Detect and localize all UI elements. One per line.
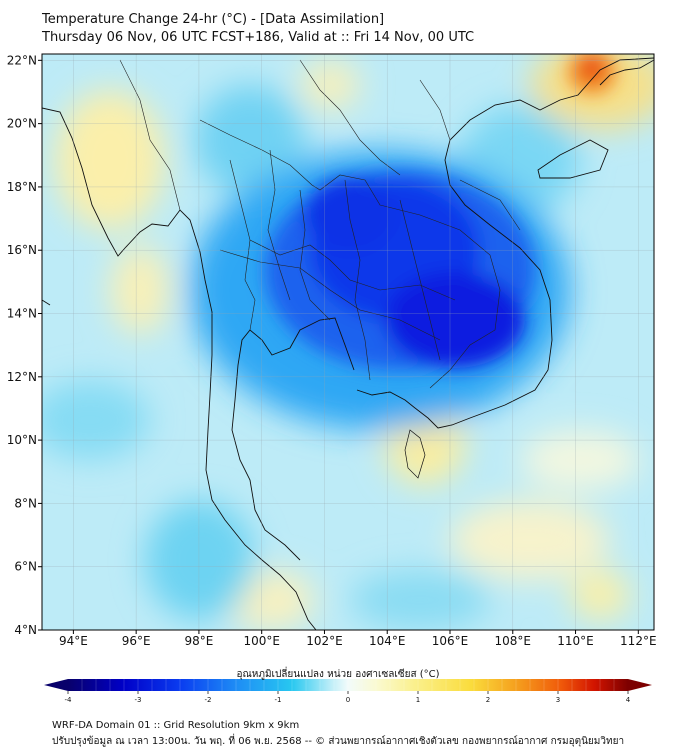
model-info: WRF-DA Domain 01 :: Grid Resolution 9km … bbox=[52, 720, 300, 731]
colorbar-tick-label: 1 bbox=[416, 696, 420, 704]
map-subtitle: Thursday 06 Nov, 06 UTC FCST+186, Valid … bbox=[42, 30, 475, 45]
colorbar-label: อุณหภูมิเปลี่ยนแปลง หน่วย องศาเซลเซียส (… bbox=[236, 669, 440, 680]
lon-tick-label: 106°E bbox=[432, 634, 469, 648]
lat-tick-label: 12°N bbox=[7, 370, 37, 384]
lat-tick-label: 14°N bbox=[7, 307, 37, 321]
colorbar-min-arrow bbox=[44, 679, 68, 691]
lon-tick-label: 96°E bbox=[122, 634, 151, 648]
lon-tick-label: 94°E bbox=[59, 634, 88, 648]
lat-tick-label: 10°N bbox=[7, 433, 37, 447]
credit-line: ปรับปรุงข้อมูล ณ เวลา 13:00น. วัน พฤ. ที… bbox=[52, 736, 625, 747]
colorbar-tick-label: 4 bbox=[626, 696, 631, 704]
lon-tick-label: 104°E bbox=[369, 634, 406, 648]
lat-tick-label: 16°N bbox=[7, 243, 37, 257]
lat-tick-label: 18°N bbox=[7, 180, 37, 194]
lat-tick-label: 6°N bbox=[14, 560, 37, 574]
lon-tick-label: 98°E bbox=[184, 634, 213, 648]
latitude-axis: 22°N 20°N 18°N 16°N 14°N 12°N 10°N 8°N 6°N 4°N bbox=[7, 53, 42, 637]
colorbar-tick-label: 0 bbox=[346, 696, 350, 704]
lon-tick-label: 100°E bbox=[243, 634, 280, 648]
coastlines bbox=[42, 57, 654, 630]
lat-tick-label: 22°N bbox=[7, 53, 37, 67]
map-frame bbox=[41, 53, 655, 631]
lat-tick-label: 4°N bbox=[14, 623, 37, 637]
lon-tick-label: 110°E bbox=[557, 634, 594, 648]
colorbar: -4 -3 -2 -1 0 1 2 3 4 bbox=[44, 679, 652, 704]
lon-tick-label: 108°E bbox=[495, 634, 532, 648]
colorbar-tick-label: -4 bbox=[65, 696, 73, 704]
colorbar-tick-label: 2 bbox=[486, 696, 490, 704]
lat-tick-label: 20°N bbox=[7, 117, 37, 131]
colorbar-tick-label: 3 bbox=[556, 696, 560, 704]
colorbar-tick-label: -1 bbox=[275, 696, 282, 704]
lat-tick-label: 8°N bbox=[14, 496, 37, 510]
colorbar-tick-label: -3 bbox=[135, 696, 142, 704]
map-title: Temperature Change 24-hr (°C) - [Data As… bbox=[42, 12, 385, 27]
admin-borders bbox=[119, 59, 521, 389]
lon-tick-label: 112°E bbox=[620, 634, 657, 648]
lon-tick-label: 102°E bbox=[306, 634, 343, 648]
longitude-axis: 94°E 96°E 98°E 100°E 102°E 104°E 106°E 108°E 110… bbox=[59, 630, 657, 648]
colorbar-max-arrow bbox=[628, 679, 652, 691]
colorbar-tick-label: -2 bbox=[205, 696, 212, 704]
temperature-field bbox=[42, 54, 654, 630]
